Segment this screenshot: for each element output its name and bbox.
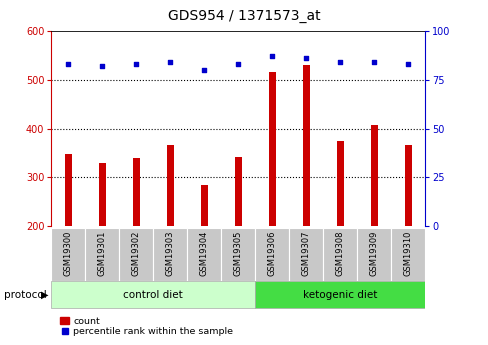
Point	[302, 56, 310, 61]
Bar	[99, 163, 106, 226]
Point	[336, 59, 344, 65]
Bar	[200, 185, 208, 226]
Bar	[404, 145, 411, 226]
Bar	[323, 228, 357, 281]
Point	[132, 61, 140, 67]
Point	[404, 61, 411, 67]
Bar	[336, 141, 344, 226]
Bar	[132, 158, 140, 226]
Bar	[234, 157, 242, 226]
Point	[64, 61, 72, 67]
Text: GSM19302: GSM19302	[132, 230, 141, 276]
Bar	[51, 281, 255, 308]
Text: GSM19301: GSM19301	[98, 230, 107, 276]
Bar	[302, 65, 309, 226]
Bar	[51, 228, 85, 281]
Text: GDS954 / 1371573_at: GDS954 / 1371573_at	[168, 9, 320, 23]
Text: GSM19307: GSM19307	[301, 230, 310, 276]
Text: GSM19310: GSM19310	[403, 230, 412, 276]
Text: GSM19306: GSM19306	[267, 230, 276, 276]
Bar	[390, 228, 425, 281]
Text: protocol: protocol	[4, 290, 46, 300]
Bar	[221, 228, 255, 281]
Text: ▶: ▶	[41, 290, 49, 300]
Bar	[85, 228, 119, 281]
Text: GSM19303: GSM19303	[165, 230, 175, 276]
Point	[200, 67, 208, 73]
Point	[166, 59, 174, 65]
Text: GSM19309: GSM19309	[369, 230, 378, 276]
Bar	[166, 145, 174, 226]
Text: ketogenic diet: ketogenic diet	[303, 290, 377, 299]
Bar	[289, 228, 323, 281]
Bar	[64, 154, 72, 226]
Bar	[357, 228, 390, 281]
Bar	[153, 228, 187, 281]
Bar	[255, 281, 425, 308]
Bar	[119, 228, 153, 281]
Text: GSM19305: GSM19305	[233, 230, 243, 276]
Bar	[370, 125, 377, 226]
Point	[98, 63, 106, 69]
Legend: count, percentile rank within the sample: count, percentile rank within the sample	[56, 313, 236, 340]
Text: GSM19300: GSM19300	[64, 230, 73, 276]
Bar	[187, 228, 221, 281]
Point	[268, 53, 276, 59]
Bar	[268, 72, 276, 226]
Text: GSM19304: GSM19304	[200, 230, 208, 276]
Point	[370, 59, 378, 65]
Bar	[255, 228, 289, 281]
Text: GSM19308: GSM19308	[335, 230, 344, 276]
Text: control diet: control diet	[123, 290, 183, 299]
Point	[234, 61, 242, 67]
